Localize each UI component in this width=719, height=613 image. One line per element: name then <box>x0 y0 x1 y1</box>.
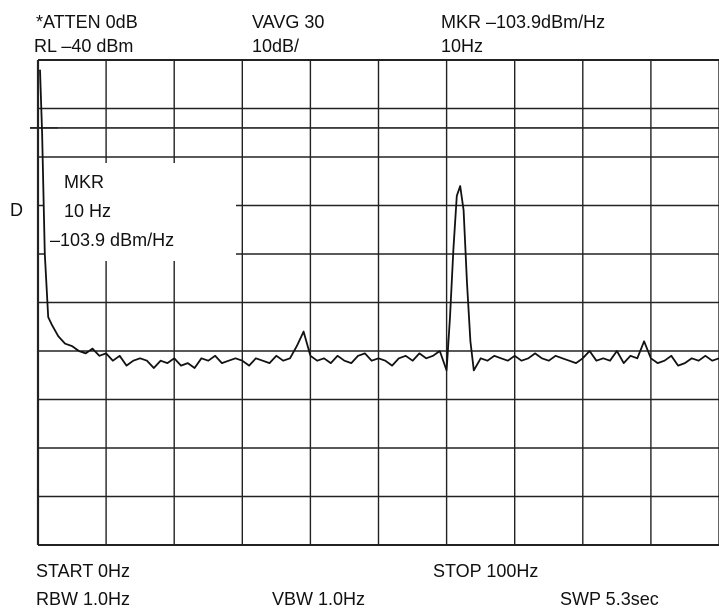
sweep-time-label: SWP 5.3sec <box>560 589 659 609</box>
spectrum-trace <box>39 69 719 372</box>
ref-level-label: RL –40 dBm <box>34 36 134 56</box>
marker-box-level: –103.9 dBm/Hz <box>50 230 175 250</box>
marker-readout-box <box>44 163 236 261</box>
marker-level-label: MKR –103.9dBm/Hz <box>441 12 606 32</box>
marker-box-frequency: 10 Hz <box>64 201 112 221</box>
start-frequency-label: START 0Hz <box>36 561 131 581</box>
resolution-bandwidth-label: RBW 1.0Hz <box>36 589 131 609</box>
video-bandwidth-label: VBW 1.0Hz <box>272 589 366 609</box>
stop-frequency-label: STOP 100Hz <box>433 561 539 581</box>
atten-label: *ATTEN 0dB <box>36 12 138 32</box>
video-average-label: VAVG 30 <box>252 12 325 32</box>
marker-box-title: MKR <box>64 172 104 192</box>
display-line-label: D <box>10 200 23 220</box>
scale-label: 10dB/ <box>252 36 300 56</box>
marker-frequency-label: 10Hz <box>441 36 484 56</box>
